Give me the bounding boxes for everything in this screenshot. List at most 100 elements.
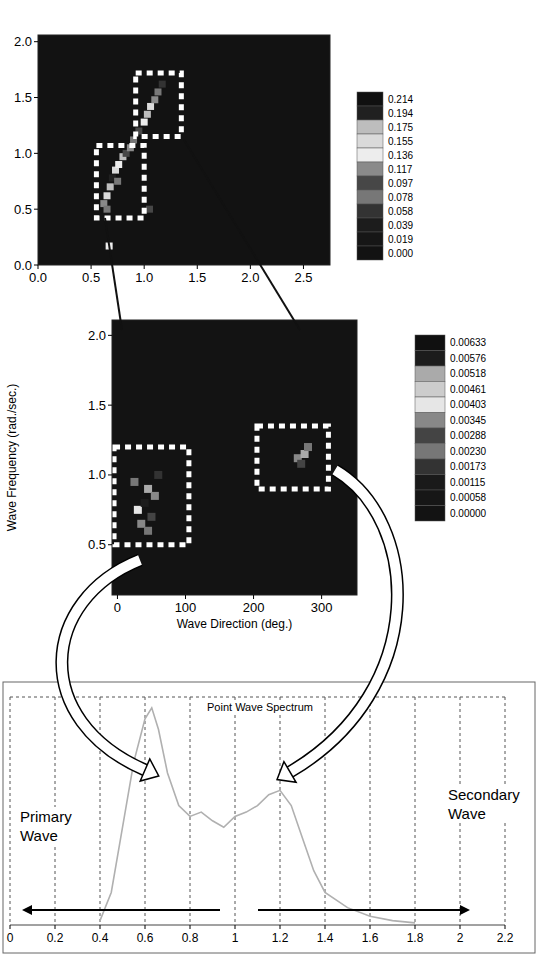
x-tick-label: 200 [243,600,265,615]
colorbar-swatch [415,382,445,398]
x-tick-label: 0.4 [92,931,109,945]
y-tick [34,97,38,98]
x-tick-label: 0.6 [137,931,154,945]
colorbar-label: 0.00518 [450,368,487,379]
colorbar-label: 0.00173 [450,461,487,472]
region-box [96,146,144,219]
y-tick [34,209,38,210]
title-patch [205,700,315,714]
arrow-head [460,905,470,915]
plot-background [112,320,357,595]
x-tick [250,265,251,269]
x-tick-label: 2 [457,931,464,945]
x-tick [117,595,118,599]
x-tick [91,265,92,269]
heat-cell [147,513,155,521]
grid-line [415,697,416,925]
y-tick-label: 0.5 [14,202,32,217]
annotation-line: Secondary [448,786,520,803]
x-tick [321,595,322,599]
plot-area [100,708,415,923]
y-tick [34,153,38,154]
plot-area [112,320,357,595]
y-tick [108,405,112,406]
heat-cell [107,183,114,190]
colorbar-label: 0.000 [388,248,413,259]
y-tick-label: 1.5 [88,398,106,413]
plot-frame [112,320,357,595]
plot-area [38,35,330,265]
colorbar-swatch [357,148,383,162]
y-tick-label: 0.5 [88,537,106,552]
heat-cell [147,103,154,110]
heat-cell [137,520,145,528]
x-tick-label: 0.5 [82,270,100,285]
label-group: Primary Wave [18,807,74,845]
y-tick [108,544,112,545]
colorbar-label: 0.194 [388,108,413,119]
callout-arrow [290,470,397,772]
colorbar-swatch [357,162,383,176]
chart-title: Point Wave Spectrum [207,701,313,713]
colorbar-swatch [357,92,383,106]
heat-cell [151,492,159,500]
colorbar-label: 0.00633 [450,337,487,348]
y-tick-label: 2.0 [14,34,32,49]
grid-line [10,697,11,925]
heat-cell [154,88,161,95]
range-arrow [258,909,462,911]
x-tick-label: 2.5 [294,270,312,285]
heat-cell [144,527,152,535]
x-tick [190,925,191,929]
grid-line [145,697,146,925]
x-tick-label: 1.0 [135,270,153,285]
x-tick-label: 2.0 [241,270,259,285]
colorbar-label: 0.00115 [450,477,486,488]
heat-cell [144,111,151,118]
colorbar-swatch [415,428,445,444]
colorbar-label: 0.214 [388,94,413,105]
x-tick [185,595,186,599]
connector [184,140,300,330]
x-tick-label: 0 [7,931,14,945]
x-tick [325,925,326,929]
annotation: SecondaryWave [448,786,520,822]
x-tick [100,925,101,929]
label-patch [18,807,74,845]
colorbar-label: 0.00058 [450,492,487,503]
annotation-line: Primary [20,808,72,825]
region-box [136,73,182,137]
grid-line [190,697,191,925]
colorbar-swatch [415,475,445,491]
colorbar-label: 0.136 [388,150,413,161]
y-tick-label: 2.0 [88,328,106,343]
x-tick [280,925,281,929]
callout-arrow-outline [290,470,397,772]
region-box [257,426,328,489]
region-box [114,447,189,545]
label-group: SecondaryWave [446,785,522,823]
colorbar-label: 0.00288 [450,430,487,441]
heat-cell [114,178,121,185]
colorbar-label: 0.00461 [450,384,487,395]
y-tick [108,335,112,336]
colorbar-label: 0.00403 [450,399,487,410]
x-tick-label: 2.2 [497,931,514,945]
heat-cell [115,161,122,168]
heat-cell [297,460,305,468]
title-group: Point Wave Spectrum [205,700,315,714]
grid-line [100,697,101,925]
heat-cell [304,443,312,451]
x-tick-label: 100 [175,600,197,615]
colorbar-swatch [357,204,383,218]
y-tick-label: 1.0 [88,467,106,482]
heat-cell [151,96,158,103]
colorbar-swatch [357,176,383,190]
colorbar-label: 0.117 [388,164,413,175]
grid-line [280,697,281,925]
colorbar-label: 0.078 [388,192,413,203]
colorbar-swatch [415,490,445,506]
heat-cell [146,206,153,213]
annotation-line: Wave [20,827,58,844]
heat-cell [159,81,166,88]
